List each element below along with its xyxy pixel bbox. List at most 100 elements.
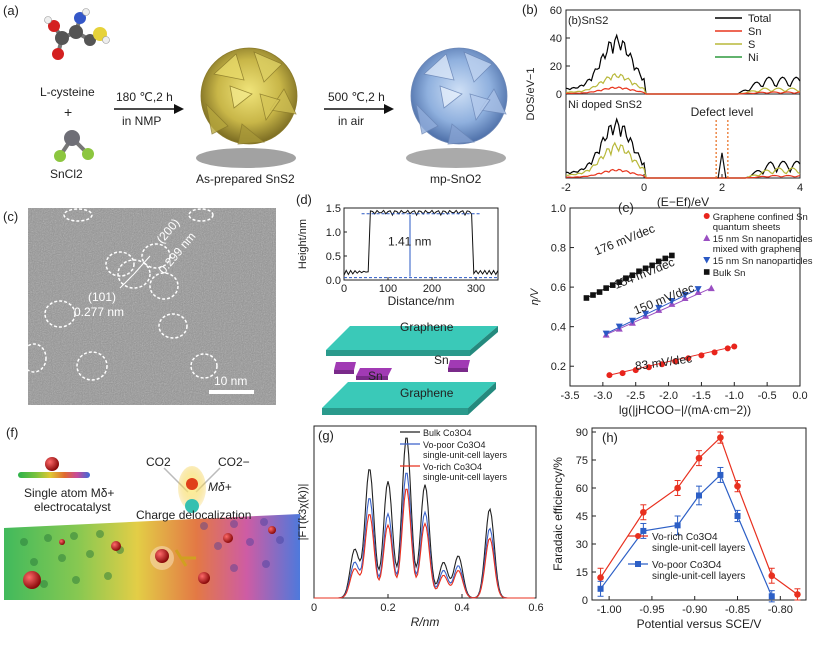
y-axis-label: Height/nm xyxy=(297,219,309,269)
y-tick-label: 0 xyxy=(582,595,588,607)
data-point xyxy=(642,265,649,272)
x-tick-label: 0.6 xyxy=(528,602,543,614)
sno2-label: mp-SnO2 xyxy=(430,172,482,186)
data-point xyxy=(707,284,715,292)
y-tick-label: 1.0 xyxy=(326,227,341,239)
data-point xyxy=(606,372,613,379)
dos-s-doped-curve xyxy=(565,141,801,179)
dos-total-doped-curve xyxy=(565,117,801,179)
tem-circles xyxy=(28,208,218,381)
y-tick-label: 1.5 xyxy=(326,203,341,215)
data-point xyxy=(717,434,724,441)
legend-label: single-unit-cell layers xyxy=(652,571,745,582)
charge-delocalization-label: Charge delocalization xyxy=(136,508,252,522)
data-point xyxy=(695,454,703,462)
y-tick-label: 40 xyxy=(550,33,562,45)
legend-label: Total xyxy=(748,13,771,25)
legend-label: S xyxy=(748,39,755,51)
data-point xyxy=(734,482,741,490)
data-point xyxy=(616,279,623,285)
lattice-101: (101) xyxy=(88,290,117,304)
data-point xyxy=(794,591,801,598)
data-point xyxy=(609,282,616,288)
data-point xyxy=(597,585,604,592)
data-point xyxy=(632,367,639,374)
y-tick-label: 20 xyxy=(550,61,562,73)
sno2-flower xyxy=(406,47,508,168)
data-point xyxy=(668,297,676,305)
slope-label: 176 mV/dec xyxy=(592,221,657,258)
legend-marker xyxy=(703,213,710,219)
tem-image: (200) 0.299 nm (101) 0.277 nm 10 nm xyxy=(28,208,276,405)
legend-marker xyxy=(703,234,711,241)
x-tick-label: 300 xyxy=(467,283,485,295)
data-point xyxy=(597,574,604,581)
y-tick-label: 0.5 xyxy=(326,251,341,263)
legend-label: Vo-rich Co3O4 xyxy=(652,532,718,543)
data-point xyxy=(590,292,596,298)
x-axis-label: lg(|jHCOO−|/(mA·cm−2)) xyxy=(619,403,751,417)
chart-title: (b)SnS2 xyxy=(568,15,608,27)
height-profile-chart: 0 100 200 300 0.0 0.5 1.0 1.5 Height/nm Distance/… xyxy=(297,203,499,308)
data-point xyxy=(685,355,692,362)
data-point xyxy=(636,268,642,275)
x-axis-label: Potential versus SCE/V xyxy=(637,617,762,631)
x-tick-label: -1.00 xyxy=(597,604,622,616)
step1-condition: 180 ℃,2 h xyxy=(116,90,173,104)
x-axis-label: (E−Ef)/eV xyxy=(657,195,709,209)
data-point xyxy=(768,572,776,580)
legend-label: mixed with graphene xyxy=(713,244,801,255)
x-tick-label: 2 xyxy=(719,182,725,194)
legend-label: Vo-poor Co3O4 xyxy=(423,440,486,450)
vo-rich-curve xyxy=(314,488,535,599)
data-point xyxy=(645,364,652,371)
y-tick-label: 0.2 xyxy=(551,361,566,373)
cysteine-molecule xyxy=(44,8,110,60)
y-tick-label: 0.6 xyxy=(551,282,566,294)
sncl2-molecule xyxy=(54,130,94,162)
dos-sn-curve xyxy=(565,86,801,95)
bulk-curve xyxy=(314,437,535,599)
x-tick-label: -0.85 xyxy=(725,604,750,616)
data-point xyxy=(629,272,636,279)
y-tick-label: 15 xyxy=(576,567,588,579)
x-tick-label: -2.0 xyxy=(659,390,678,402)
y-axis-label: Faradaic efficiency/% xyxy=(551,457,565,571)
data-point xyxy=(655,304,663,312)
x-tick-label: -0.90 xyxy=(682,604,707,616)
data-point xyxy=(674,484,681,492)
data-point xyxy=(672,358,679,365)
x-axis-label: R/nm xyxy=(411,615,440,629)
tafel-frame xyxy=(569,207,801,387)
panel-label-a: (a) xyxy=(3,3,19,18)
data-point xyxy=(711,349,718,356)
data-point xyxy=(694,286,702,293)
panel-label-h: (h) xyxy=(602,430,618,445)
y-tick-label: 90 xyxy=(576,427,588,439)
plus-sign: + xyxy=(64,104,73,120)
data-point xyxy=(724,345,731,352)
data-point xyxy=(681,292,689,299)
data-point xyxy=(619,370,626,377)
y-tick-label: 0.8 xyxy=(551,243,566,255)
co2-anion-label: CO2− xyxy=(218,455,250,469)
y-tick-label: 0.0 xyxy=(326,275,341,287)
y-tick-label: 0 xyxy=(556,89,562,101)
sns2-flower xyxy=(196,47,298,168)
x-tick-label: -3.0 xyxy=(593,390,612,402)
cysteine-label: L-cysteine xyxy=(40,85,95,99)
data-point xyxy=(734,513,741,519)
metal-center-label: Mδ+ xyxy=(208,480,232,494)
data-point xyxy=(696,492,702,499)
legend-label: single-unit-cell layers xyxy=(652,543,745,554)
spacing-101: 0.277 nm xyxy=(74,305,125,319)
profile-frame xyxy=(343,207,499,281)
legend-label: Vo-rich Co3O4 xyxy=(423,462,482,472)
subplot-title: Ni doped SnS2 xyxy=(568,99,642,111)
y-axis-label: |FT(k3χ(k))| xyxy=(297,484,309,541)
data-point xyxy=(640,508,647,516)
data-point xyxy=(603,285,609,291)
fe-frame xyxy=(591,427,807,601)
y-tick-label: 0.4 xyxy=(551,322,566,334)
